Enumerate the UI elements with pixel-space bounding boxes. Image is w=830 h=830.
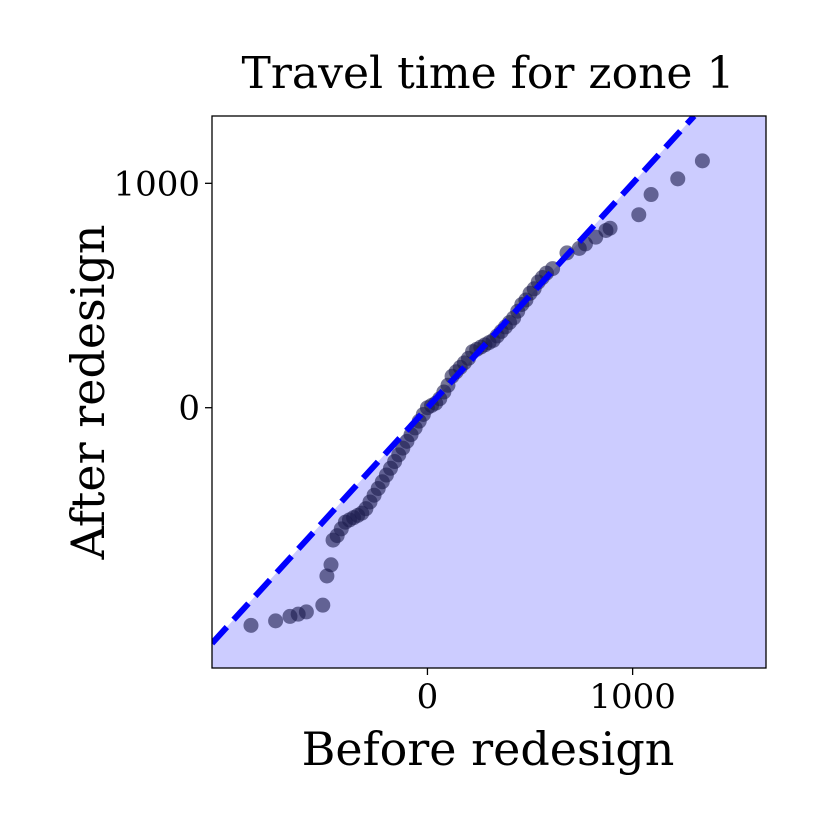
x-axis-label: Before redesign — [302, 722, 675, 776]
x-tick-label: 0 — [417, 677, 439, 717]
reference-line — [212, 116, 697, 646]
axes-frame — [211, 115, 767, 669]
data-point — [298, 604, 314, 620]
x-tick-label: 1000 — [589, 677, 676, 717]
y-tick-label: 0 — [178, 389, 200, 429]
y-axis-label: After redesign — [61, 224, 115, 560]
shaded-region — [212, 116, 766, 668]
data-point — [602, 220, 618, 236]
data-point — [243, 617, 259, 633]
data-point — [643, 187, 659, 203]
data-point — [268, 613, 284, 629]
data-point — [315, 597, 331, 613]
data-point — [670, 171, 686, 187]
data-point — [631, 207, 647, 223]
chart-title: Travel time for zone 1 — [242, 48, 735, 99]
data-point — [694, 153, 710, 169]
y-tick-label: 1000 — [113, 164, 200, 204]
data-point — [323, 557, 339, 573]
plot-area: 0 1000 0 1000 — [113, 115, 767, 717]
